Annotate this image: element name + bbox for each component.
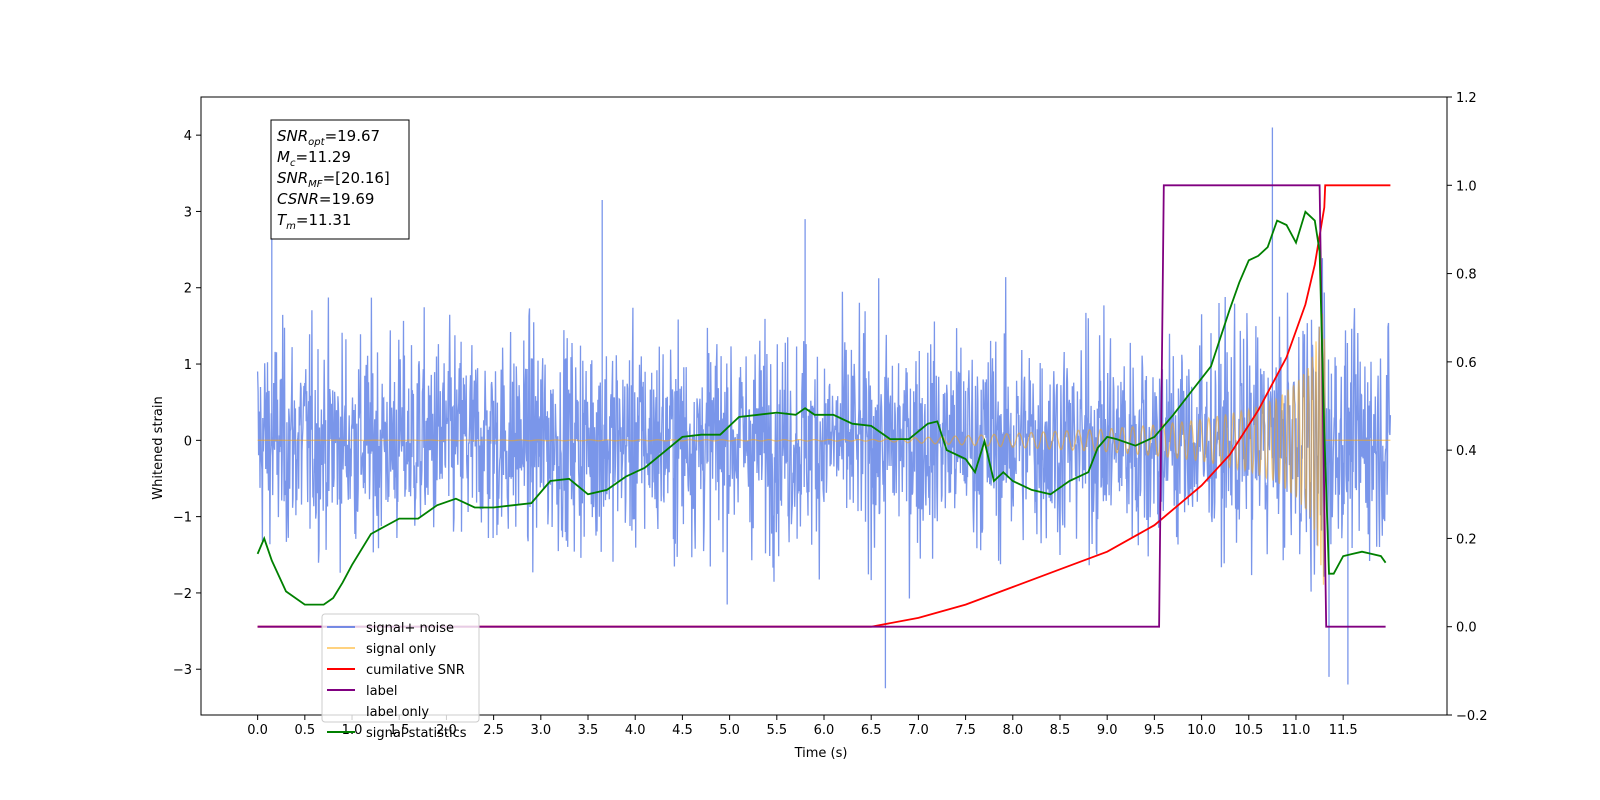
- info-box-line: SNRMF=[20.16]: [277, 169, 390, 190]
- legend-entry: signal statistics: [366, 726, 467, 741]
- x-tick-label: 9.5: [1144, 723, 1165, 738]
- x-tick-label: 5.5: [766, 723, 787, 738]
- series-signal-plus-noise-line: [256, 127, 1392, 689]
- y-tick-label-left: −2: [173, 587, 192, 602]
- x-tick-label: 4.5: [672, 723, 693, 738]
- legend-entry: signal+ noise: [366, 621, 454, 636]
- x-tick-label: 1.0: [342, 723, 363, 738]
- info-box-line: SNRopt=19.67: [277, 127, 380, 148]
- x-tick-label: 10.0: [1187, 723, 1216, 738]
- x-tick-label: 7.0: [908, 723, 929, 738]
- x-tick-label: 2.5: [483, 723, 504, 738]
- x-tick-label: 7.5: [955, 723, 976, 738]
- legend: signal+ noise signal only cumilative SNR la…: [321, 613, 480, 741]
- x-tick-label: 8.5: [1050, 723, 1071, 738]
- x-tick-label: 6.5: [861, 723, 882, 738]
- y-tick-label-right: −0.2: [1456, 709, 1488, 724]
- info-box-line: Tm=11.31: [277, 211, 351, 232]
- y-axis-label-left: Whitened strain: [151, 396, 166, 499]
- legend-frame: [321, 613, 480, 723]
- legend-entry: cumilative SNR: [366, 663, 465, 678]
- y-tick-label-right: 0.8: [1456, 268, 1477, 283]
- x-tick-label: 11.0: [1281, 723, 1310, 738]
- x-tick-label: 0.5: [294, 723, 315, 738]
- info-box: SNRopt=19.67Mc=11.29SNRMF=[20.16]CSNR=19…: [270, 119, 410, 240]
- y-tick-label-left: 2: [184, 282, 192, 297]
- x-tick-label: 5.0: [719, 723, 740, 738]
- plot-area: [256, 127, 1392, 689]
- y-tick-label-right: 1.2: [1456, 91, 1477, 106]
- x-tick-label: 4.0: [625, 723, 646, 738]
- info-box-line: Mc=11.29: [277, 148, 351, 169]
- x-tick-label: 11.5: [1329, 723, 1358, 738]
- y-tick-label-left: −1: [173, 511, 192, 526]
- y-tick-label-right: 0.6: [1456, 356, 1477, 371]
- x-tick-label: 3.0: [530, 723, 551, 738]
- series-signal-only-line: [257, 313, 1391, 585]
- x-tick-label: 0.0: [247, 723, 268, 738]
- y-tick-label-right: 0.0: [1456, 621, 1477, 636]
- x-tick-label: 6.0: [814, 723, 835, 738]
- legend-entry: label only: [366, 705, 429, 720]
- x-tick-label: 9.0: [1097, 723, 1118, 738]
- series-signal-statistics-line: [256, 210, 1387, 606]
- legend-entry: signal only: [366, 642, 436, 657]
- y-tick-label-right: 0.4: [1456, 444, 1477, 459]
- y-tick-label-left: −3: [173, 663, 192, 678]
- y-tick-label-left: 1: [184, 358, 192, 373]
- x-tick-label: 10.5: [1234, 723, 1263, 738]
- y-tick-label-right: 1.0: [1456, 179, 1477, 194]
- x-tick-label: 2.0: [436, 723, 457, 738]
- legend-entry: label: [366, 684, 397, 699]
- info-box-frame: [270, 119, 410, 240]
- info-box-line: CSNR=19.69: [277, 190, 374, 208]
- x-axis-label: Time (s): [794, 746, 848, 761]
- series-label-line: [257, 184, 1386, 628]
- y-tick-label-left: 3: [184, 205, 192, 220]
- y-tick-label-right: 0.2: [1456, 532, 1477, 547]
- axes: 0.0 0.5 1.0 1.5 2.0 2.5 3.0 3.5 4.0 4.5 5.0 5.5 6.0 6…: [173, 91, 1488, 738]
- x-tick-label: 1.5: [389, 723, 410, 738]
- x-tick-label: 3.5: [578, 723, 599, 738]
- x-tick-label: 8.0: [1002, 723, 1023, 738]
- y-tick-label-left: 4: [184, 129, 192, 144]
- y-tick-label-left: 0: [184, 434, 192, 449]
